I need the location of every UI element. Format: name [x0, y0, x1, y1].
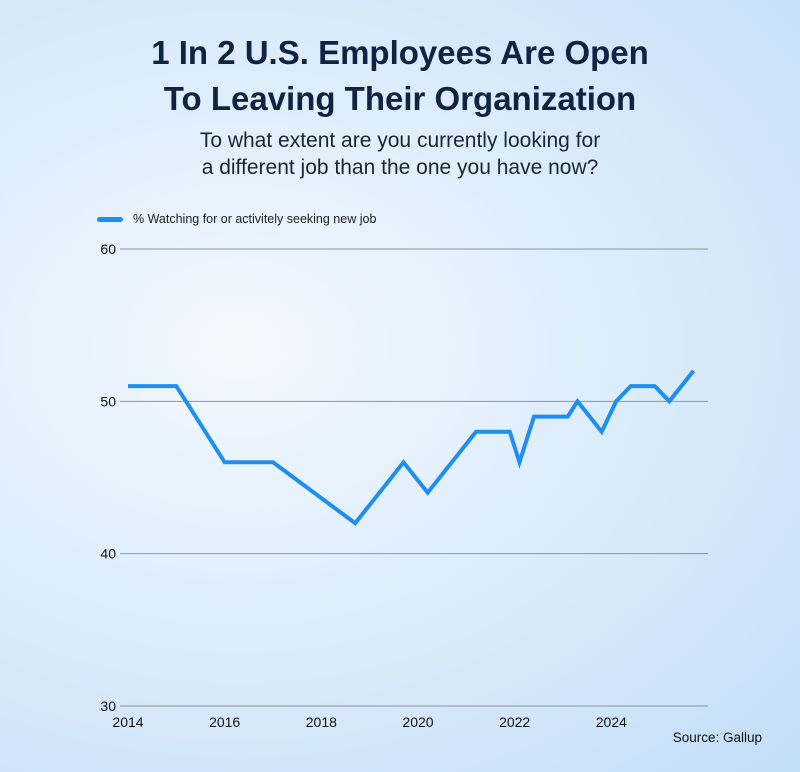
- series-line-0: [128, 369, 696, 526]
- legend: % Watching for or activitely seeking new…: [97, 212, 376, 226]
- x-tick-label-2024: 2024: [596, 714, 627, 730]
- y-tick-label-50: 50: [100, 393, 116, 409]
- chart-title-line-1: 1 In 2 U.S. Employees Are Open: [151, 34, 649, 71]
- legend-label: % Watching for or activitely seeking new…: [133, 212, 377, 226]
- x-tick-label-2018: 2018: [306, 714, 337, 730]
- chart-subtitle-line-1: To what extent are you currently looking…: [199, 129, 601, 152]
- x-tick-label-2016: 2016: [209, 714, 240, 730]
- chart-subtitle: To what extent are you currently looking…: [0, 127, 800, 181]
- chart-title-line-2: To Leaving Their Organization: [163, 80, 637, 117]
- x-tick-label-2020: 2020: [402, 714, 433, 730]
- legend-swatch: [97, 216, 123, 222]
- x-tick-label-2014: 2014: [112, 714, 143, 730]
- chart-subtitle-line-2: a different job than the one you have no…: [201, 156, 599, 179]
- source-note: Source: Gallup: [672, 730, 762, 745]
- y-tick-label-60: 60: [100, 241, 116, 257]
- chart-title: 1 In 2 U.S. Employees Are Open To Leavin…: [0, 30, 800, 122]
- x-tick-label-2022: 2022: [499, 714, 530, 730]
- y-tick-label-30: 30: [100, 698, 116, 714]
- y-tick-label-40: 40: [100, 546, 116, 562]
